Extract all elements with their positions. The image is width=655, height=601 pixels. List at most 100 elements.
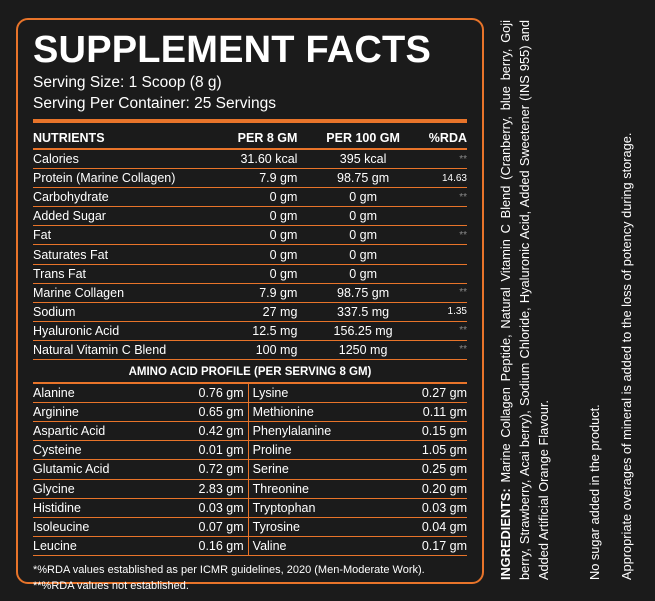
amino-name: Tryptophan [248,498,390,518]
amino-name: Isoleucine [33,517,164,537]
nutrient-name: Hyaluronic Acid [33,321,176,341]
nutrient-per-8gm: 12.5 mg [175,321,308,341]
supplement-facts-panel: SUPPLEMENT FACTS Serving Size: 1 Scoop (… [16,18,484,592]
amino-name: Leucine [33,536,164,556]
nutrient-per-8gm: 31.60 kcal [175,149,308,170]
header-per-8gm: PER 8 GM [175,128,308,150]
amino-name: Valine [248,536,390,556]
nutrient-name: Calories [33,149,176,170]
amino-value: 2.83 gm [163,479,249,499]
amino-value: 0.72 gm [163,459,249,480]
nutrient-per-100gm: 156.25 mg [307,321,419,341]
no-sugar-note: No sugar added in the product. [587,404,602,580]
nutrient-name: Saturates Fat [33,244,176,265]
table-row: Natural Vitamin C Blend 100 mg 1250 mg ** [33,340,467,361]
amino-value: 0.27 gm [389,384,467,404]
amino-name: Arginine [33,402,164,423]
amino-name: Methionine [248,402,390,423]
table-row: Trans Fat 0 gm 0 gm [33,264,467,284]
nutrient-name: Natural Vitamin C Blend [33,340,176,361]
nutrients-table: NUTRIENTS PER 8 GM PER 100 GM %RDA Calor… [33,128,467,361]
nutrient-per-8gm: 27 mg [175,302,308,322]
page-title: SUPPLEMENT FACTS [33,29,432,71]
nutrient-rda: ** [418,321,467,341]
nutrient-per-8gm: 7.9 gm [175,283,308,303]
amino-value: 0.15 gm [389,421,467,442]
table-row: Glycine 2.83 gm Threonine 0.20 gm [33,479,467,499]
amino-name: Tyrosine [248,517,390,537]
amino-value: 0.17 gm [389,536,467,556]
nutrient-name: Protein (Marine Collagen) [33,168,176,189]
nutrient-per-100gm: 0 gm [307,264,419,284]
nutrient-rda: ** [418,187,467,208]
ingredients-label: INGREDIENTS: [498,488,513,580]
amino-value: 0.42 gm [163,421,249,442]
table-row: Calories 31.60 kcal 395 kcal ** [33,149,467,170]
amino-name: Glycine [33,479,164,499]
table-row: Aspartic Acid 0.42 gm Phenylalanine 0.15 gm [33,421,467,442]
amino-name: Phenylalanine [248,421,390,442]
nutrient-per-100gm: 337.5 mg [307,302,419,322]
amino-name: Aspartic Acid [33,421,164,442]
table-row: Arginine 0.65 gm Methionine 0.11 gm [33,402,467,423]
amino-name: Histidine [33,498,164,518]
amino-value: 0.65 gm [163,402,249,423]
nutrient-rda: 14.63 [418,168,467,189]
nutrient-name: Carbohydrate [33,187,176,208]
amino-value: 0.07 gm [163,517,249,537]
table-row: Histidine 0.03 gm Tryptophan 0.03 gm [33,498,467,518]
amino-name: Serine [248,459,390,480]
amino-value: 0.20 gm [389,479,467,499]
nutrient-rda: ** [418,225,467,246]
table-row: Carbohydrate 0 gm 0 gm ** [33,187,467,208]
amino-value: 0.01 gm [163,440,249,461]
nutrient-per-8gm: 100 mg [175,340,308,361]
amino-value: 0.76 gm [163,384,249,404]
nutrient-name: Added Sugar [33,206,176,227]
footnote: *%RDA values established as per ICMR gui… [33,563,425,592]
nutrient-per-100gm: 98.75 gm [307,283,419,303]
amino-value: 0.25 gm [389,459,467,480]
nutrient-per-100gm: 0 gm [307,187,419,208]
amino-value: 1.05 gm [389,440,467,461]
nutrient-rda [418,264,467,284]
table-row: Leucine 0.16 gm Valine 0.17 gm [33,536,467,556]
nutrient-per-8gm: 7.9 gm [175,168,308,189]
nutrient-per-100gm: 0 gm [307,244,419,265]
header-per-100gm: PER 100 GM [307,128,419,150]
table-row: Saturates Fat 0 gm 0 gm [33,244,467,265]
nutrient-per-100gm: 395 kcal [307,149,419,170]
table-row: Cysteine 0.01 gm Proline 1.05 gm [33,440,467,461]
table-row: Alanine 0.76 gm Lysine 0.27 gm [33,384,467,404]
table-row: Glutamic Acid 0.72 gm Serine 0.25 gm [33,459,467,480]
nutrient-per-100gm: 98.75 gm [307,168,419,189]
amino-value: 0.16 gm [163,536,249,556]
serving-per-container: Serving Per Container: 25 Servings [33,95,276,112]
nutrient-per-8gm: 0 gm [175,187,308,208]
amino-name: Lysine [248,384,390,404]
nutrient-name: Sodium [33,302,176,322]
nutrient-per-100gm: 0 gm [307,225,419,246]
nutrient-per-8gm: 0 gm [175,206,308,227]
table-row: Hyaluronic Acid 12.5 mg 156.25 mg ** [33,321,467,341]
nutrient-rda: 1.35 [418,302,467,322]
nutrient-per-100gm: 1250 mg [307,340,419,361]
header-rda: %RDA [418,128,467,150]
nutrient-rda: ** [418,340,467,361]
amino-name: Proline [248,440,390,461]
nutrient-rda: ** [418,149,467,170]
nutrient-per-8gm: 0 gm [175,264,308,284]
nutrient-rda [418,206,467,227]
table-row: Marine Collagen 7.9 gm 98.75 gm ** [33,283,467,303]
amino-value: 0.03 gm [389,498,467,518]
table-row: Isoleucine 0.07 gm Tyrosine 0.04 gm [33,517,467,537]
nutrient-per-8gm: 0 gm [175,244,308,265]
overage-note: Appropriate overages of mineral is added… [619,132,634,580]
nutrient-per-8gm: 0 gm [175,225,308,246]
amino-acid-title: AMINO ACID PROFILE (PER SERVING 8 GM) [33,360,467,385]
table-row: Sodium 27 mg 337.5 mg 1.35 [33,302,467,322]
nutrient-rda [418,244,467,265]
table-row: Protein (Marine Collagen) 7.9 gm 98.75 gm 1… [33,168,467,189]
header-nutrients: NUTRIENTS [33,128,176,150]
amino-name: Cysteine [33,440,164,461]
